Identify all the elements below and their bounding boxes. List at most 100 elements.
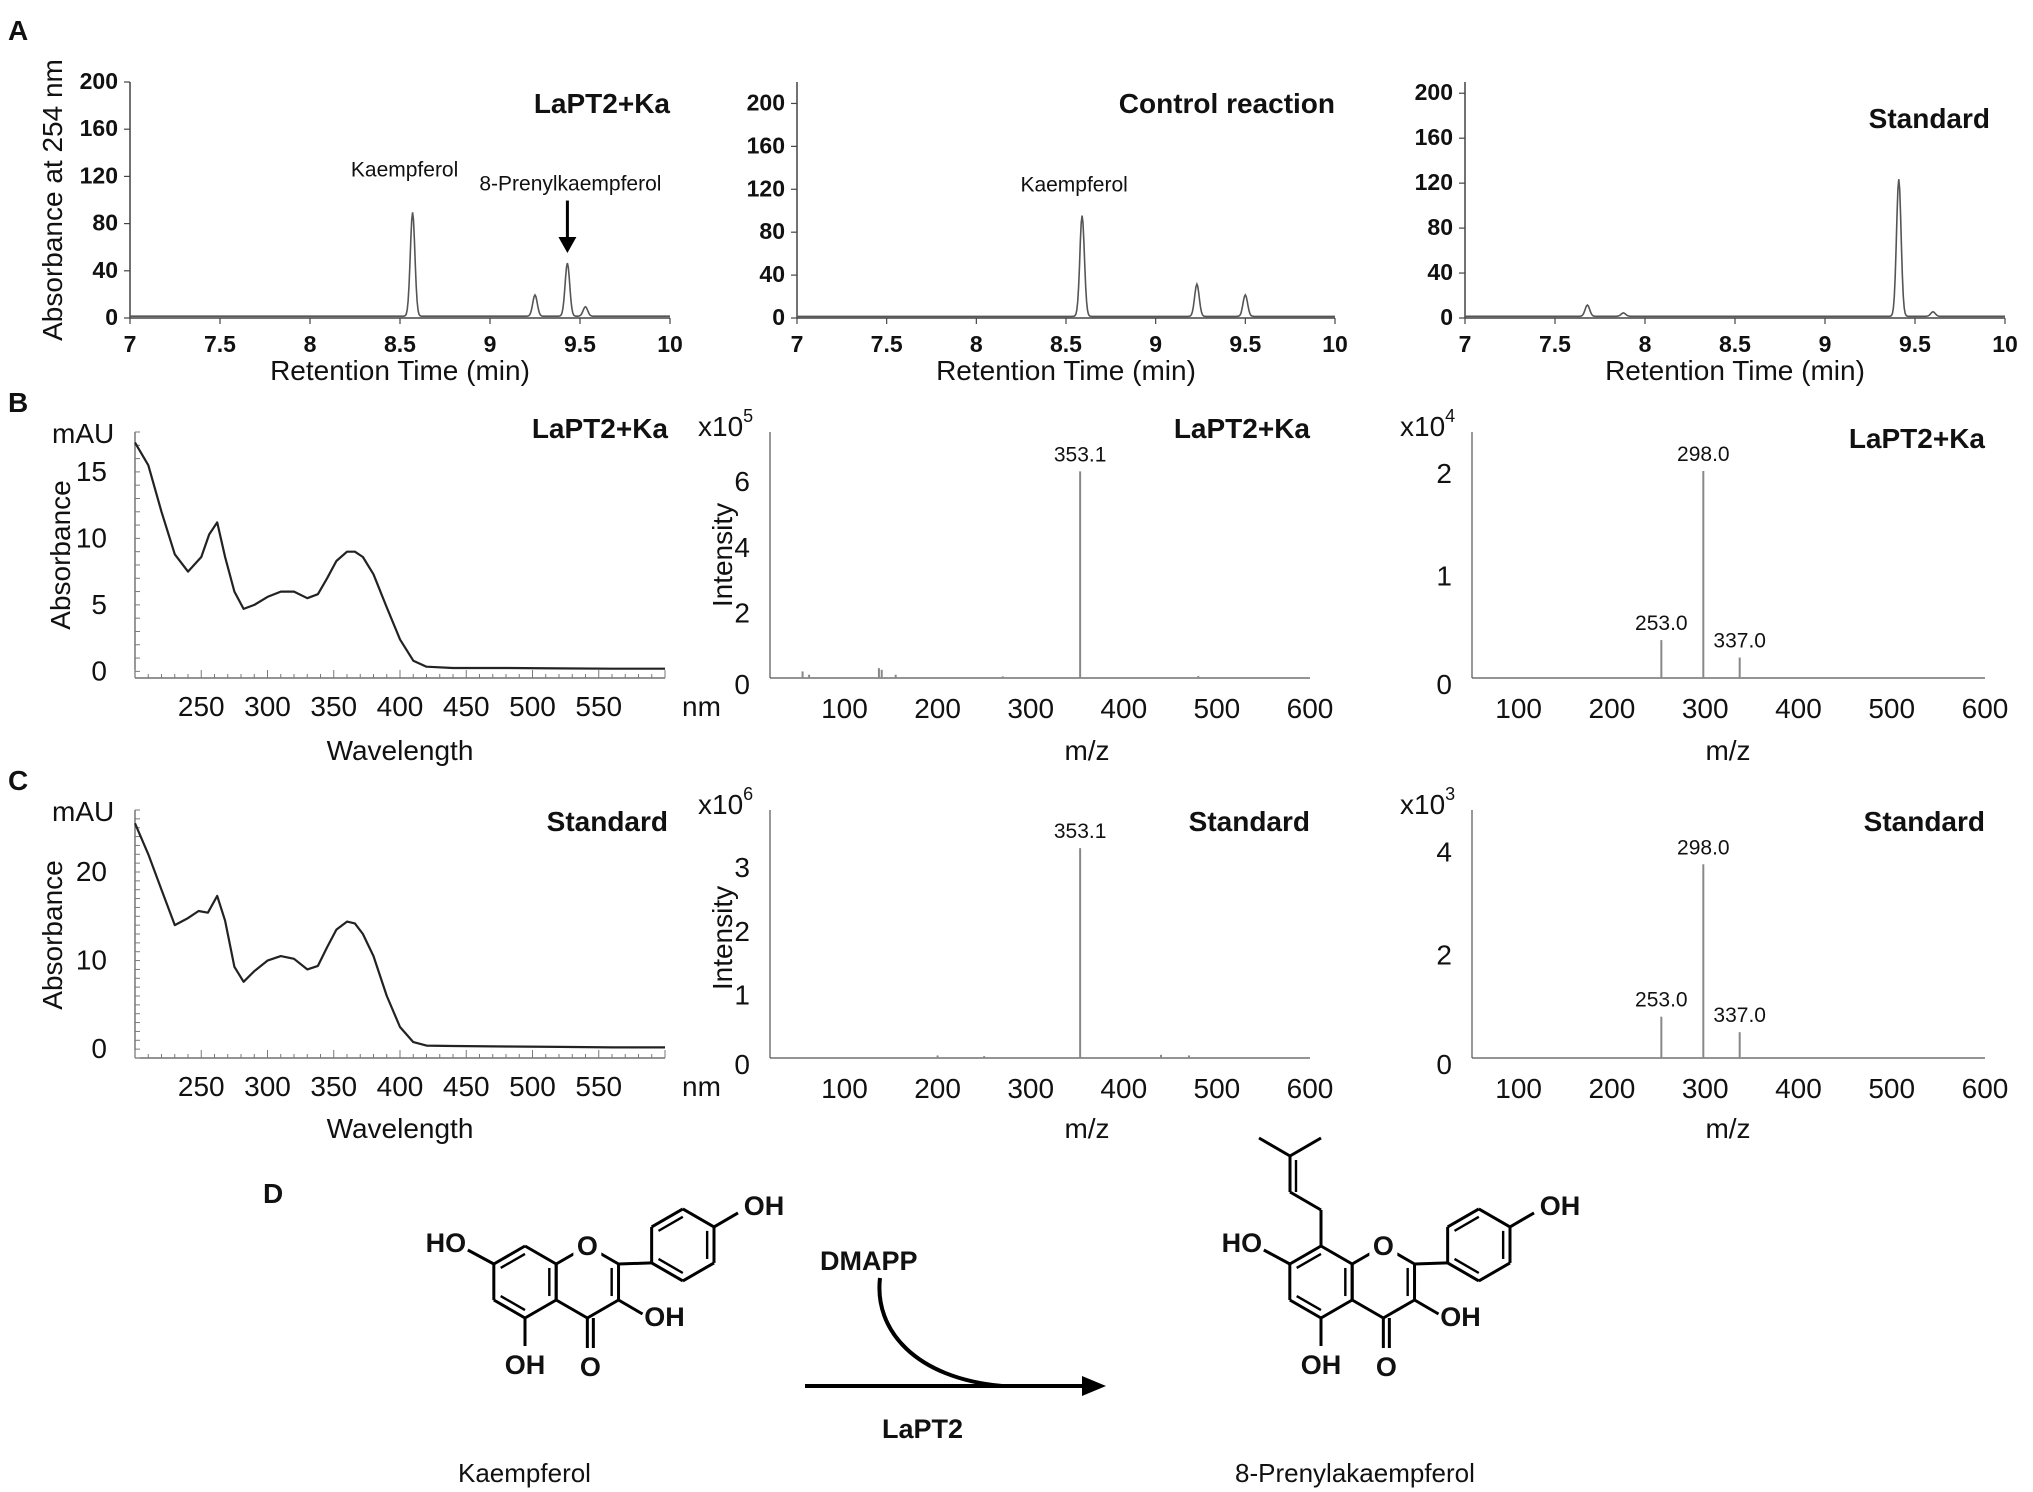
chart-title: LaPT2+Ka bbox=[532, 413, 669, 444]
ring-b-bond bbox=[1478, 1207, 1511, 1229]
ring-a-bond bbox=[1320, 1298, 1353, 1320]
ring-link-bond bbox=[1414, 1261, 1448, 1266]
y-axis-title: Absorbance bbox=[37, 860, 68, 1009]
oh-4p-label: OH bbox=[744, 1191, 785, 1221]
chart-title: Standard bbox=[1864, 806, 1985, 837]
y-tick-label: 120 bbox=[1415, 169, 1453, 195]
product-name: 8-Prenylakaempferol bbox=[1235, 1458, 1475, 1488]
x-tick-label: 200 bbox=[1589, 1073, 1636, 1104]
ring-c-bond bbox=[555, 1298, 589, 1320]
x-tick-label: 500 bbox=[1194, 1073, 1241, 1104]
y-tick-label: 1 bbox=[734, 979, 750, 1010]
y-tick-label: 0 bbox=[1436, 1049, 1452, 1080]
y-tick-label: 0 bbox=[772, 304, 785, 330]
y-axis-title: Absorbance at 254 nm bbox=[37, 59, 68, 341]
double-bond bbox=[500, 1252, 526, 1269]
chart-C2: 0 1 2 3 100 200 300 400 500 600 x106 353.1 Standard m… bbox=[698, 784, 1333, 1144]
x-tick-label: 400 bbox=[377, 691, 424, 722]
x-tick-label: 500 bbox=[509, 691, 556, 722]
x-tick-label: 7.5 bbox=[204, 331, 236, 357]
x-unit-label: nm bbox=[682, 691, 721, 722]
absorbance-trace-B1 bbox=[134, 442, 665, 670]
ho-7-label: HO bbox=[1222, 1228, 1263, 1258]
oh-4p-label: OH bbox=[1540, 1191, 1581, 1221]
cosubstrate-curve bbox=[877, 1277, 1003, 1388]
x-axis-title: m/z bbox=[1064, 735, 1109, 766]
x-axis-title: Wavelength bbox=[327, 1113, 474, 1144]
x-tick-label: 10 bbox=[1322, 331, 1348, 357]
y-tick-label: 160 bbox=[1415, 124, 1453, 150]
x-axis-title: Retention Time (min) bbox=[936, 355, 1196, 386]
y-tick-label: 6 bbox=[734, 466, 750, 497]
oh-bond bbox=[467, 1248, 495, 1266]
y-tick-label: 200 bbox=[80, 68, 118, 94]
y-tick-label: 0 bbox=[734, 1049, 750, 1080]
x-tick-label: 500 bbox=[1868, 693, 1915, 724]
x-tick-label: 9.5 bbox=[1229, 331, 1261, 357]
x-axis-title: Retention Time (min) bbox=[270, 355, 530, 386]
x-axis-title: m/z bbox=[1705, 1113, 1750, 1144]
x-tick-label: 8.5 bbox=[1050, 331, 1082, 357]
x-tick-label: 7.5 bbox=[871, 331, 903, 357]
x-tick-label: 100 bbox=[1495, 693, 1542, 724]
oh-bond bbox=[1263, 1248, 1291, 1266]
chart-C1: 0 10 20 250 300 350 400 450 500 550 nm mAU Standard W… bbox=[37, 796, 721, 1144]
ring-b-bond bbox=[650, 1261, 684, 1283]
chart-B2: 0 2 4 6 100 200 300 400 500 600 x105 353.1 LaPT2+Ka m… bbox=[698, 406, 1333, 766]
x-tick-label: 300 bbox=[1007, 693, 1054, 724]
ring-a-bond bbox=[524, 1298, 557, 1320]
y-tick-label: 4 bbox=[734, 532, 750, 563]
y-tick-label: 40 bbox=[92, 257, 118, 283]
oh-3-label: OH bbox=[644, 1302, 685, 1332]
y-multiplier-exponent: 6 bbox=[743, 784, 753, 804]
x-tick-label: 7 bbox=[791, 331, 804, 357]
chart-title: LaPT2+Ka bbox=[1174, 413, 1311, 444]
y-axis-title: Absorbance bbox=[45, 480, 76, 629]
y-tick-label: 15 bbox=[76, 456, 107, 487]
chart-B1: 0 5 10 15 250 300 350 400 450 500 550 nm mAU LaPT2+Ka… bbox=[45, 413, 721, 766]
x-tick-label: 7 bbox=[124, 331, 137, 357]
enzyme-label: LaPT2 bbox=[882, 1414, 963, 1444]
ms-peak-label: 298.0 bbox=[1677, 443, 1730, 466]
double-bond bbox=[1296, 1252, 1322, 1269]
y-tick-label: 120 bbox=[80, 162, 118, 188]
x-tick-label: 8 bbox=[304, 331, 317, 357]
x-tick-label: 10 bbox=[1992, 331, 2018, 357]
ring-a-bond bbox=[493, 1298, 526, 1320]
chart-A3: 0 40 80 120 160 200 7 7.5 8 8.5 9 9.5 10 Standard Rete… bbox=[1415, 79, 2018, 386]
x-tick-label: 300 bbox=[1007, 1073, 1054, 1104]
y-multiplier: x103 bbox=[1400, 784, 1455, 820]
x-tick-label: 500 bbox=[1194, 693, 1241, 724]
x-tick-label: 600 bbox=[1962, 1073, 2009, 1104]
oh-bond bbox=[1413, 1298, 1440, 1316]
x-tick-label: 10 bbox=[657, 331, 683, 357]
y-unit-label: mAU bbox=[52, 418, 114, 449]
oh-bond bbox=[1509, 1211, 1535, 1229]
ring-oxygen-label: O bbox=[577, 1231, 598, 1261]
peak-annotation: 8-Prenylkaempferol bbox=[479, 173, 661, 196]
ms-peak-label: 337.0 bbox=[1713, 630, 1766, 653]
ring-c-bond bbox=[1382, 1298, 1416, 1320]
chart-title: Standard bbox=[1869, 103, 1990, 134]
y-tick-label: 2 bbox=[1436, 458, 1452, 489]
ring-c-bond bbox=[586, 1298, 620, 1320]
ms-peak-label: 337.0 bbox=[1713, 1004, 1766, 1027]
y-tick-label: 40 bbox=[1427, 259, 1453, 285]
ring-a-bond bbox=[524, 1244, 557, 1266]
x-tick-label: 550 bbox=[575, 691, 622, 722]
y-tick-label: 200 bbox=[747, 89, 785, 115]
x-tick-label: 450 bbox=[443, 691, 490, 722]
chromatogram-trace-A3 bbox=[1465, 179, 2005, 318]
x-tick-label: 400 bbox=[1775, 693, 1822, 724]
y-tick-label: 2 bbox=[734, 597, 750, 628]
x-tick-label: 9 bbox=[1819, 331, 1832, 357]
x-tick-label: 550 bbox=[575, 1071, 622, 1102]
y-multiplier: x105 bbox=[698, 406, 753, 442]
y-tick-label: 0 bbox=[1440, 304, 1453, 330]
oh-3-label: OH bbox=[1440, 1302, 1481, 1332]
x-tick-label: 300 bbox=[244, 691, 291, 722]
y-tick-label: 200 bbox=[1415, 79, 1453, 105]
panel-label-d: D bbox=[263, 1178, 283, 1209]
chart-title: LaPT2+Ka bbox=[534, 88, 671, 119]
y-tick-label: 160 bbox=[80, 115, 118, 141]
